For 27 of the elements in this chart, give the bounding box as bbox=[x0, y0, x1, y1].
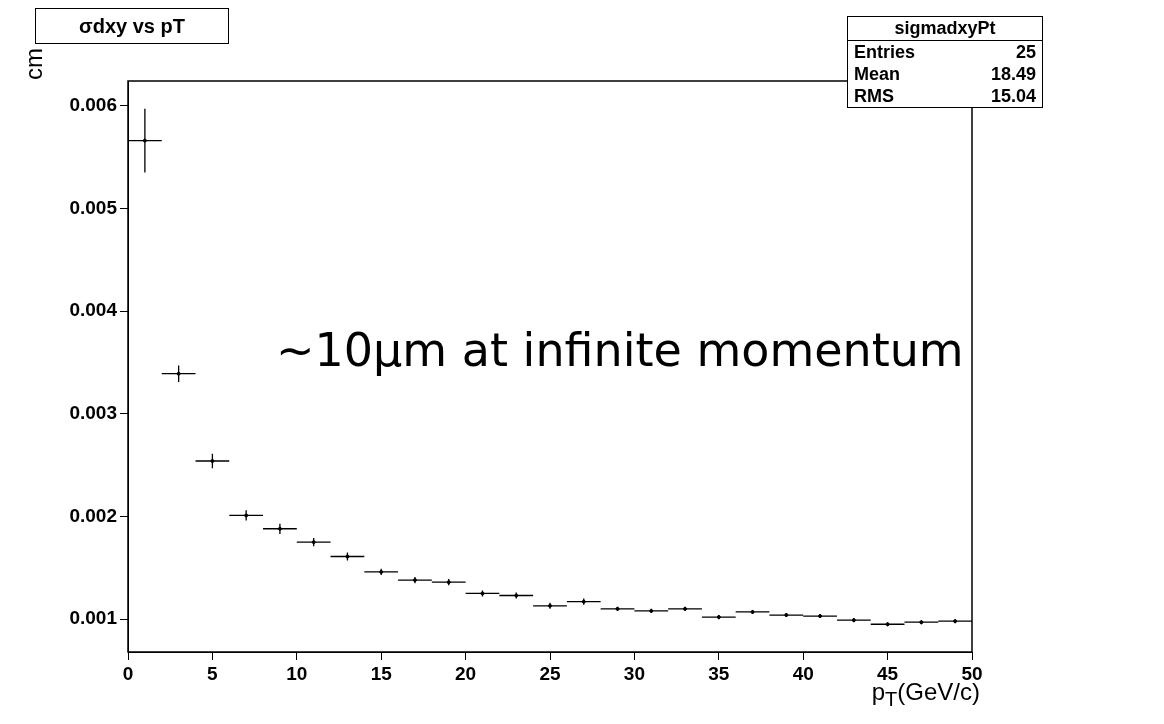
text: Entries bbox=[854, 41, 916, 63]
y-tick-label: 0.002 bbox=[69, 504, 117, 526]
x-tick-label: 25 bbox=[539, 662, 561, 684]
x-tick-label: 15 bbox=[370, 662, 393, 684]
x-tick-label: 10 bbox=[286, 662, 308, 684]
x-tick-label: 50 bbox=[961, 662, 983, 684]
text: 25 bbox=[1015, 41, 1036, 63]
y-tick-label: 0.006 bbox=[69, 93, 117, 115]
x-tick-label: 30 bbox=[623, 662, 645, 684]
y-tick-label: 0.005 bbox=[69, 196, 118, 218]
chart-title: σdxy vs pT bbox=[35, 8, 229, 44]
text: 15.04 bbox=[990, 85, 1036, 107]
annotation: RMS bbox=[854, 85, 894, 107]
x-tick-label: 5 bbox=[207, 662, 219, 684]
x-tick-label: 40 bbox=[792, 662, 814, 684]
y-tick-label: 0.001 bbox=[69, 607, 118, 629]
text: sigmadxyPt bbox=[848, 17, 1042, 41]
annotation: Mean bbox=[854, 63, 901, 85]
y-tick-label: 0.004 bbox=[69, 299, 118, 321]
x-tick-label: 45 bbox=[877, 662, 899, 684]
annotation: ~10μm at infinite momentum bbox=[276, 323, 964, 377]
y-axis-title: cm bbox=[20, 48, 47, 80]
x-tick-label: 0 bbox=[122, 662, 134, 684]
text: 18.49 bbox=[990, 63, 1036, 85]
x-tick-label: 35 bbox=[708, 662, 730, 684]
y-tick-label: 0.003 bbox=[69, 401, 117, 423]
x-tick-label: 20 bbox=[455, 662, 477, 684]
